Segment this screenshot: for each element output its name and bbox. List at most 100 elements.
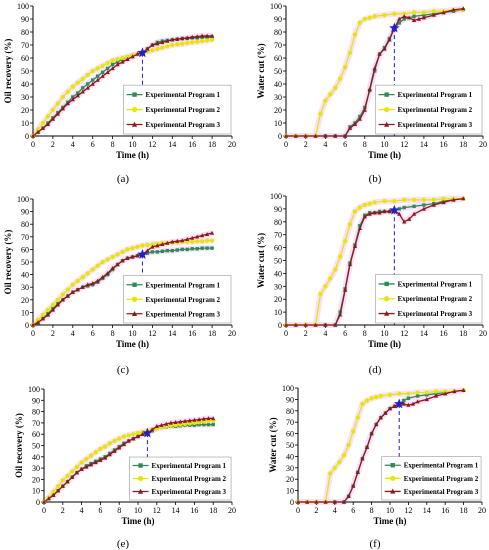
- data-point: [60, 478, 65, 483]
- data-point: [378, 415, 383, 420]
- legend: Experimental Program 1 Experimental Progr…: [129, 456, 232, 501]
- data-point: [338, 254, 343, 259]
- data-point: [117, 445, 122, 450]
- data-point: [377, 210, 382, 215]
- y-tick-label: 60: [274, 244, 282, 253]
- x-tick-label: 6: [98, 506, 102, 515]
- data-point: [115, 57, 120, 62]
- data-point: [357, 225, 362, 230]
- data-point: [70, 282, 75, 287]
- data-point: [85, 85, 90, 90]
- data-point: [180, 247, 184, 252]
- legend-entry: Experimental Program 3: [398, 310, 473, 318]
- x-tick-label: 14: [420, 140, 428, 149]
- data-point: [421, 197, 426, 202]
- legend-entry: Experimental Program 2: [398, 106, 473, 114]
- data-point: [95, 74, 100, 78]
- data-point: [80, 284, 85, 289]
- data-point: [60, 292, 65, 297]
- legend: Experimental Program 1 Experimental Progr…: [123, 84, 232, 135]
- breakthrough-star-marker: [393, 398, 405, 409]
- data-point: [401, 401, 406, 406]
- x-tick-label: 2: [314, 506, 318, 515]
- x-tick-label: 8: [111, 329, 115, 338]
- data-point: [145, 251, 150, 255]
- panel-label: (d): [369, 364, 382, 376]
- data-point: [110, 266, 115, 270]
- data-point: [107, 452, 112, 457]
- y-tick-label: 30: [21, 93, 29, 102]
- data-point: [392, 403, 397, 408]
- data-point: [182, 421, 188, 427]
- legend: Experimental Program 1 Experimental Progr…: [123, 275, 232, 324]
- x-tick-label: 4: [323, 329, 327, 338]
- y-tick-label: 100: [270, 192, 282, 201]
- data-point: [56, 484, 61, 489]
- x-tick-label: 16: [188, 329, 196, 338]
- data-point: [355, 470, 360, 475]
- data-point: [120, 258, 125, 263]
- data-point: [55, 101, 60, 106]
- x-tick-label: 10: [129, 140, 137, 149]
- data-point: [382, 46, 387, 51]
- data-point: [205, 33, 210, 38]
- data-point: [431, 202, 436, 207]
- y-tick-label: 100: [17, 195, 29, 204]
- x-tick-label: 6: [91, 140, 95, 149]
- data-point: [382, 199, 387, 204]
- data-point: [415, 394, 420, 398]
- data-point: [211, 416, 216, 421]
- data-point: [150, 42, 155, 47]
- data-point: [115, 252, 120, 257]
- data-point: [343, 65, 348, 70]
- data-point: [60, 94, 65, 100]
- y-tick-label: 90: [21, 208, 29, 217]
- data-point: [100, 259, 105, 265]
- x-tick-label: 12: [400, 140, 408, 149]
- data-point: [433, 389, 439, 394]
- data-point: [205, 238, 210, 243]
- x-tick-label: 16: [441, 506, 449, 515]
- breakthrough-star-marker: [142, 427, 153, 438]
- data-point: [165, 44, 170, 49]
- data-point: [358, 114, 362, 119]
- data-point: [402, 14, 407, 19]
- x-tick-label: 18: [459, 329, 467, 338]
- data-point: [165, 240, 170, 245]
- y-tick-label: 90: [286, 395, 294, 404]
- x-tick-label: 18: [208, 140, 216, 149]
- data-point: [372, 210, 377, 215]
- data-point: [303, 322, 308, 327]
- data-point: [70, 469, 75, 474]
- data-point: [195, 39, 200, 44]
- data-point: [323, 284, 328, 289]
- data-point: [422, 13, 426, 17]
- data-point: [412, 204, 416, 209]
- data-point: [360, 456, 365, 461]
- data-point: [105, 66, 110, 71]
- data-point: [197, 422, 201, 427]
- data-point: [60, 297, 65, 302]
- data-point: [352, 244, 358, 249]
- data-point: [50, 307, 55, 312]
- x-tick-label: 12: [148, 140, 156, 149]
- data-point: [431, 9, 436, 14]
- y-tick-label: 20: [286, 475, 294, 484]
- legend-entry: Experimental Program 2: [404, 475, 479, 483]
- x-tick-label: 18: [459, 140, 467, 149]
- data-point: [150, 427, 155, 432]
- data-point: [211, 422, 215, 427]
- data-point: [346, 442, 351, 448]
- data-point: [126, 438, 131, 443]
- y-tick-label: 0: [290, 498, 294, 507]
- x-tick-label: 4: [71, 140, 75, 149]
- data-point: [110, 66, 115, 71]
- panel-label: (e): [117, 538, 130, 550]
- x-tick-label: 6: [91, 329, 95, 338]
- data-point: [323, 133, 328, 138]
- data-point: [343, 287, 348, 292]
- x-tick-label: 6: [343, 140, 347, 149]
- data-point: [343, 239, 348, 244]
- chart-panel-d: 0 2 4 6 8 10 12 14 16 18 20 0 10 20 30 40 50 60 70 80 90 100 T…: [256, 192, 487, 376]
- breakthrough-star-marker: [389, 22, 400, 33]
